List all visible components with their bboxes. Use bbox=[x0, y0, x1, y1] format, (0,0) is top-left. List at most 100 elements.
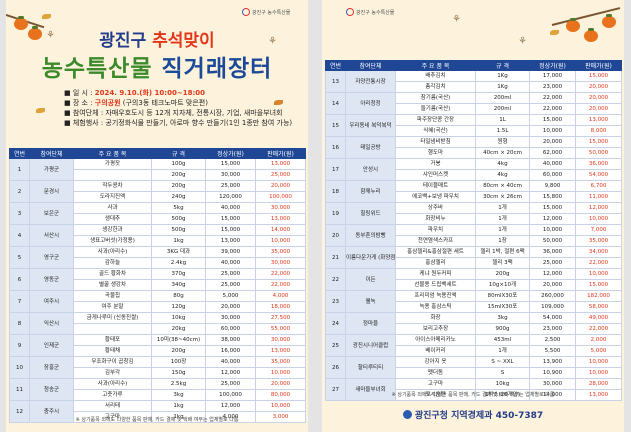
cell-org: 서산시 bbox=[29, 224, 74, 247]
cell-price: 25,000 bbox=[205, 268, 256, 280]
column-header: 연번 bbox=[325, 60, 346, 71]
cell-org: 가평군 bbox=[29, 158, 74, 181]
cell-item: 여주 분말 bbox=[73, 301, 152, 313]
cell-item: 화장 bbox=[395, 312, 476, 324]
cell-spec: 1kg bbox=[151, 400, 206, 412]
cell-org: 안성시 bbox=[345, 158, 396, 181]
column-header: 규 격 bbox=[151, 148, 206, 159]
cell-item: 무조화구이 곱창김 bbox=[73, 356, 152, 368]
cell-no: 17 bbox=[325, 158, 346, 181]
cell-item: 화장비누 bbox=[395, 213, 476, 225]
cell-item: 배추김치 bbox=[395, 70, 476, 82]
table-row: 4 서산시 생강한과 500g 15,000 14,000 bbox=[9, 224, 306, 247]
table-row: 모시송편 1박스(20개입) 14,000 13,000 bbox=[326, 389, 622, 401]
page-title-line1: 광진구 추석맞이 bbox=[99, 31, 215, 51]
table-row: 17 안성시 거봉 4kg 40,000 36,000 bbox=[325, 158, 622, 181]
leaf-icon bbox=[550, 30, 559, 35]
cell-price: 60,000 bbox=[529, 169, 576, 181]
cell-item: 홍삼젤리&홍삼절편 세트 bbox=[395, 246, 476, 258]
cell-item: 서리태 bbox=[73, 400, 152, 412]
cell-price: 12,000 bbox=[205, 400, 256, 412]
cell-spec: 340g bbox=[151, 279, 206, 291]
logo-icon bbox=[242, 8, 250, 16]
cell-price: 30,000 bbox=[205, 169, 256, 181]
cell-sale: 10,000 bbox=[255, 400, 306, 412]
cell-no: 19 bbox=[325, 202, 346, 225]
cell-price: 39,000 bbox=[205, 246, 256, 258]
cell-no: 27 bbox=[325, 378, 346, 401]
table-row: 11 청송군 사과(아리수) 2.5kg 25,000 20,000 bbox=[9, 378, 306, 401]
table-row: 12 충주시 서리태 1kg 12,000 10,000 bbox=[9, 400, 306, 423]
cell-no: 15 bbox=[325, 114, 346, 137]
cell-spec: S bbox=[475, 367, 530, 379]
cell-spec: 1개 bbox=[475, 202, 530, 214]
cell-org: 이룸다운가게 (화양점) bbox=[345, 246, 396, 269]
cell-spec: 370g bbox=[151, 268, 206, 280]
cell-sale: 10,000 bbox=[575, 356, 622, 368]
table-row: 베이커리 1개 5,500 5,000 bbox=[326, 345, 622, 357]
cell-spec: 10미(38~40cm) bbox=[151, 334, 206, 346]
cell-sale: 22,000 bbox=[575, 257, 622, 269]
cell-spec: S ~ XXL bbox=[475, 356, 530, 368]
cell-item: 에코백+보냉 파우치 bbox=[395, 191, 476, 203]
cell-no: 8 bbox=[9, 312, 30, 335]
cell-org: 이든 bbox=[345, 268, 396, 291]
cell-org: 함께누리 bbox=[345, 180, 396, 203]
cell-sale: 2,000 bbox=[575, 334, 622, 346]
cell-spec: 3kg bbox=[151, 389, 206, 401]
cell-sale: 35,000 bbox=[575, 235, 622, 247]
cell-spec: 40cm × 20cm bbox=[475, 147, 530, 159]
cell-sale: 20,000 bbox=[255, 180, 306, 192]
table-row: 9 인제군 황태포 10미(38~40cm) 38,000 30,000 bbox=[9, 334, 306, 357]
cell-price: 12,000 bbox=[529, 213, 576, 225]
column-header: 주 요 품 목 bbox=[73, 148, 152, 159]
cell-spec: 1개 bbox=[475, 345, 530, 357]
cell-item: 아이스아메리카노 bbox=[395, 334, 476, 346]
cell-org: 동부혼의밤빵 bbox=[345, 224, 396, 247]
cell-org: 영구군 bbox=[29, 246, 74, 269]
cell-price: 25,000 bbox=[529, 257, 576, 269]
cell-sale: 50,000 bbox=[575, 147, 622, 159]
cell-org: 우리동네 복덕복덕 bbox=[345, 114, 396, 137]
cell-org: 장흥군 bbox=[29, 356, 74, 379]
cell-sale: 13,000 bbox=[255, 213, 306, 225]
cell-item: 상주바 bbox=[395, 202, 476, 214]
cell-price: 23,000 bbox=[529, 323, 576, 335]
cell-org: 문경시 bbox=[29, 180, 74, 203]
cell-spec: 1Kg bbox=[475, 70, 530, 82]
cell-item: 곡물칩 bbox=[73, 290, 152, 302]
cell-no: 2 bbox=[9, 180, 30, 203]
info-participants: ■ 참여단체 : 자매우호도시 등 12개 지자체, 전통시장, 기업, 새마을… bbox=[64, 109, 283, 117]
cell-item: 참기름(국산) bbox=[395, 92, 476, 104]
contact-footer: 광진구청 지역경제과 450-7387 bbox=[322, 408, 624, 421]
table-row: 도라지진액 240g 120,000 100,000 bbox=[10, 191, 306, 203]
cell-spec: 200g bbox=[151, 169, 206, 181]
cell-item: 케냐 원두커피 bbox=[395, 268, 476, 280]
cell-price: 60,000 bbox=[205, 323, 256, 335]
cell-item: 펫더돔 bbox=[395, 367, 476, 379]
logo-icon bbox=[346, 8, 354, 16]
cell-price: 109,000 bbox=[529, 301, 576, 313]
cell-no: 14 bbox=[325, 92, 346, 115]
cell-org: 자양전통시장 bbox=[345, 70, 396, 93]
dragonfly-icon: ⚘ bbox=[452, 14, 461, 25]
cell-spec: 1L bbox=[475, 114, 530, 126]
cell-org: 힐링위드 bbox=[345, 202, 396, 225]
cell-sale: 15,000 bbox=[575, 70, 622, 82]
persimmon-icon bbox=[28, 26, 42, 40]
cell-sale: 58,000 bbox=[575, 301, 622, 313]
cell-no: 22 bbox=[325, 268, 346, 291]
table-row: 25 광진시니어클럽 아이스아메리카노 453ml 2,500 2,000 bbox=[325, 334, 622, 357]
cell-sale: 22,000 bbox=[255, 268, 306, 280]
table-row: 27 새마을부녀회 고구마 10kg 30,000 28,000 bbox=[325, 378, 622, 401]
cell-sale: 25,000 bbox=[255, 169, 306, 181]
column-header: 연번 bbox=[9, 148, 30, 159]
table-row: 6 영동군 골드 황화차 370g 25,000 22,000 bbox=[9, 268, 306, 291]
cell-sale: 20,000 bbox=[255, 378, 306, 390]
cell-sale: 27,500 bbox=[255, 312, 306, 324]
cell-spec: 500g bbox=[151, 213, 206, 225]
cell-price: 13,000 bbox=[205, 235, 256, 247]
cell-org: 광진시니어클럽 bbox=[345, 334, 396, 357]
column-header: 주 요 품 목 bbox=[395, 60, 476, 71]
cell-price: 12,000 bbox=[205, 367, 256, 379]
